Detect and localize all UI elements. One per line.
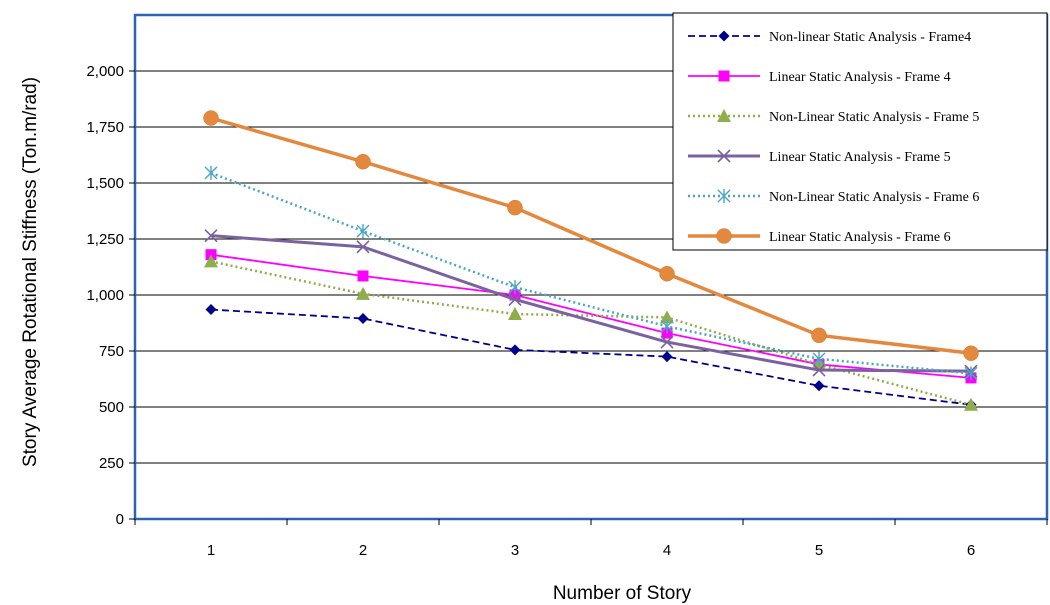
series-line bbox=[210, 308, 972, 406]
y-tick-label: 1,750 bbox=[86, 119, 124, 136]
data-point bbox=[660, 310, 674, 324]
data-point bbox=[356, 240, 370, 254]
data-point bbox=[507, 199, 523, 216]
data-point bbox=[812, 351, 826, 366]
data-point bbox=[964, 397, 978, 411]
data-point bbox=[355, 153, 371, 170]
data-point bbox=[357, 270, 369, 282]
legend: Non-linear Static Analysis - Frame4 Linea… bbox=[672, 12, 1048, 251]
legend-label: Linear Static Analysis - Frame 5 bbox=[769, 150, 951, 165]
data-point bbox=[812, 363, 826, 377]
legend-item: Linear Static Analysis - Frame 5 bbox=[688, 149, 951, 165]
legend-marker bbox=[716, 228, 732, 244]
data-point bbox=[661, 351, 673, 363]
legend-label: Non-Linear Static Analysis - Frame 6 bbox=[769, 190, 979, 205]
legend-item: Non-Linear Static Analysis - Frame 5 bbox=[688, 109, 979, 125]
series-3 bbox=[204, 254, 978, 411]
data-point bbox=[204, 165, 218, 180]
data-point bbox=[659, 265, 675, 282]
legend-label: Non-linear Static Analysis - Frame4 bbox=[769, 30, 971, 45]
data-point bbox=[509, 344, 521, 356]
data-point bbox=[204, 229, 218, 243]
legend-item: Linear Static Analysis - Frame 6 bbox=[688, 228, 951, 245]
x-tick-label: 5 bbox=[815, 542, 823, 559]
x-tick-label: 2 bbox=[359, 542, 367, 559]
data-point bbox=[356, 224, 370, 239]
y-tick-label: 500 bbox=[99, 399, 124, 416]
legend-marker bbox=[717, 189, 731, 203]
data-point bbox=[508, 280, 522, 295]
data-point bbox=[508, 307, 522, 321]
legend-label: Linear Static Analysis - Frame 6 bbox=[769, 230, 951, 245]
legend-marker bbox=[717, 149, 731, 163]
data-point bbox=[963, 345, 979, 361]
y-tick-label: 1,250 bbox=[86, 231, 124, 248]
legend-item: Non-Linear Static Analysis - Frame 6 bbox=[688, 189, 979, 205]
legend-box bbox=[672, 12, 1048, 251]
x-tick-label: 4 bbox=[663, 542, 671, 559]
data-point bbox=[813, 380, 825, 392]
data-point bbox=[205, 304, 217, 316]
data-point bbox=[509, 289, 521, 301]
data-point bbox=[203, 110, 219, 126]
x-axis-title: Number of Story bbox=[553, 583, 692, 604]
x-tick-label: 3 bbox=[511, 542, 519, 559]
series-5 bbox=[204, 165, 978, 381]
legend-label: Linear Static Analysis - Frame 4 bbox=[769, 70, 951, 85]
legend-label: Non-Linear Static Analysis - Frame 5 bbox=[769, 110, 979, 125]
series-line bbox=[210, 116, 972, 355]
legend-item: Linear Static Analysis - Frame 4 bbox=[688, 70, 951, 85]
y-tick-label: 1,500 bbox=[86, 175, 124, 192]
data-point bbox=[356, 286, 370, 300]
series-6 bbox=[203, 110, 979, 361]
data-point bbox=[964, 366, 978, 381]
legend-marker bbox=[717, 109, 731, 122]
y-tick-label: 1,000 bbox=[86, 287, 124, 304]
axes: 0 250 500 750 1,000 1,250 1,500 1,750 2,000 1 2 3 4 5… bbox=[86, 63, 1048, 559]
series-line bbox=[210, 260, 972, 406]
series-lines bbox=[203, 110, 979, 411]
x-tick-label: 1 bbox=[207, 542, 215, 559]
y-tick-label: 750 bbox=[99, 343, 124, 360]
legend-marker bbox=[718, 30, 730, 42]
data-point bbox=[660, 335, 674, 349]
y-axis-title: Story Average Rotational Stiffness (Ton.… bbox=[20, 77, 41, 467]
data-point bbox=[357, 313, 369, 325]
x-tick-label: 6 bbox=[967, 542, 975, 559]
series-line bbox=[210, 171, 972, 375]
series-1 bbox=[205, 304, 977, 411]
y-tick-label: 0 bbox=[116, 511, 124, 528]
legend-marker bbox=[718, 70, 730, 82]
data-point bbox=[508, 292, 522, 307]
series-line bbox=[210, 253, 972, 379]
data-point bbox=[204, 254, 218, 268]
y-tick-label: 2,000 bbox=[86, 63, 124, 80]
series-4 bbox=[204, 229, 978, 378]
y-tick-label: 250 bbox=[99, 455, 124, 472]
data-point bbox=[811, 327, 827, 344]
legend-item: Non-linear Static Analysis - Frame4 bbox=[688, 30, 971, 45]
series-line bbox=[210, 234, 972, 373]
data-point bbox=[660, 319, 674, 334]
